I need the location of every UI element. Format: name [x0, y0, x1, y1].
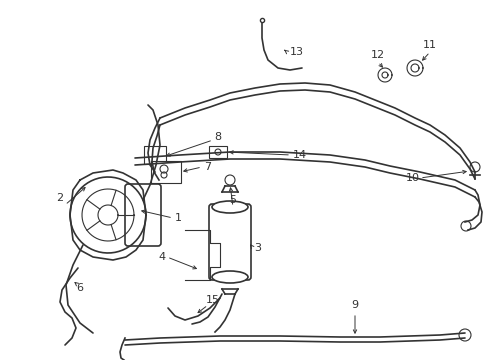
- Text: 8: 8: [214, 132, 221, 142]
- Text: 6: 6: [76, 283, 83, 293]
- FancyBboxPatch shape: [151, 161, 181, 183]
- Text: 11: 11: [422, 40, 436, 50]
- FancyBboxPatch shape: [208, 146, 226, 158]
- Ellipse shape: [212, 271, 247, 283]
- FancyBboxPatch shape: [125, 184, 161, 246]
- Text: 14: 14: [292, 150, 306, 160]
- Text: 3: 3: [254, 243, 261, 253]
- Text: 1: 1: [174, 213, 181, 223]
- FancyBboxPatch shape: [208, 204, 250, 280]
- Text: 4: 4: [158, 252, 165, 262]
- Text: 2: 2: [56, 193, 63, 203]
- Text: 13: 13: [289, 47, 304, 57]
- Text: 9: 9: [351, 300, 358, 310]
- Text: 10: 10: [405, 173, 419, 183]
- Text: 7: 7: [204, 162, 211, 172]
- Text: 5: 5: [229, 195, 236, 205]
- Text: 15: 15: [205, 295, 220, 305]
- Text: 12: 12: [370, 50, 384, 60]
- FancyBboxPatch shape: [143, 146, 165, 164]
- Ellipse shape: [212, 201, 247, 213]
